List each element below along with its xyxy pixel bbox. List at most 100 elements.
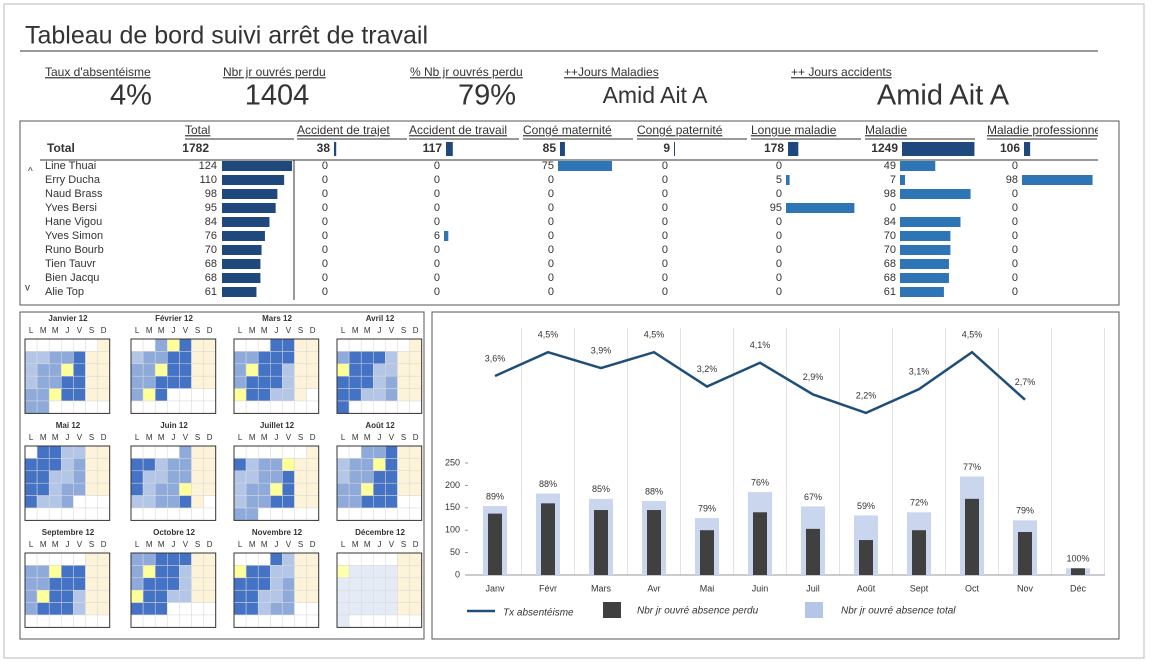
calendar-day <box>360 552 374 566</box>
calendar-day <box>409 552 422 566</box>
calendar-day <box>409 400 422 414</box>
calendar-day <box>360 482 374 496</box>
calendar-day <box>257 552 271 566</box>
calendar-day <box>24 351 38 365</box>
row-total: 95 <box>205 202 217 214</box>
line-label: 3,1% <box>909 367 930 377</box>
calendar-day <box>270 458 283 472</box>
calendar-day <box>397 482 410 496</box>
scroll-down[interactable]: v <box>25 283 30 294</box>
y-tick-label: 150 <box>445 502 460 512</box>
row-value: 0 <box>662 202 668 214</box>
row-bar <box>900 175 906 185</box>
calendar-day <box>282 400 295 414</box>
scroll-up[interactable]: ^ <box>28 167 33 178</box>
weekday: D <box>413 326 419 335</box>
weekday: J <box>377 433 381 442</box>
calendar-day <box>348 552 362 566</box>
calendar-day <box>409 363 422 377</box>
weekday: J <box>274 326 278 335</box>
row-bar <box>900 231 951 241</box>
calendar-day <box>233 470 247 484</box>
calendar-day <box>61 614 74 628</box>
calendar-day <box>306 552 319 566</box>
row-name: Yves Bersi <box>45 202 97 214</box>
calendar-day <box>348 614 362 628</box>
calendar-day <box>203 351 216 365</box>
totals-bar <box>560 142 565 156</box>
calendar-day <box>270 375 283 389</box>
calendar-day <box>409 614 422 628</box>
row-value: 0 <box>548 258 554 270</box>
calendar-day <box>360 565 374 579</box>
month-label: Juillet 12 <box>260 421 295 430</box>
calendar-day <box>97 507 110 521</box>
calendar-day <box>191 338 204 352</box>
calendar-day <box>270 495 283 509</box>
calendar-day <box>154 400 168 414</box>
calendar-day <box>245 388 259 402</box>
row-value: 0 <box>548 286 554 298</box>
calendar-day <box>397 507 410 521</box>
calendar-day <box>130 552 144 566</box>
calendar-day <box>294 482 307 496</box>
calendar-day <box>306 470 319 484</box>
calendar-day <box>270 589 283 603</box>
calendar-day <box>24 602 38 616</box>
calendar-day <box>257 507 271 521</box>
calendar-day <box>167 375 180 389</box>
row-value: 0 <box>322 244 328 256</box>
calendar-day <box>257 400 271 414</box>
calendar-day <box>373 614 386 628</box>
calendar-day <box>61 388 74 402</box>
calendar-day <box>270 338 283 352</box>
month-label: Décembre 12 <box>355 528 405 537</box>
calendar-day <box>373 482 386 496</box>
row-total: 68 <box>205 272 217 284</box>
weekday: D <box>310 540 316 549</box>
calendar-day <box>245 577 259 591</box>
calendar-day <box>360 458 374 472</box>
row-total: 70 <box>205 244 217 256</box>
line-label: 2,9% <box>803 372 824 382</box>
calendar-day <box>245 458 259 472</box>
calendar-day <box>385 338 398 352</box>
ratio-label: 77% <box>963 462 981 472</box>
row-value: 70 <box>884 244 896 256</box>
calendar-day <box>385 552 398 566</box>
calendar-day <box>257 602 271 616</box>
weekday: V <box>77 433 83 442</box>
calendar-day <box>245 338 259 352</box>
calendar-day <box>154 495 168 509</box>
weekday: L <box>238 433 243 442</box>
calendar-day <box>48 400 62 414</box>
row-value: 0 <box>1012 202 1018 214</box>
row-bar <box>900 189 971 199</box>
calendar-day <box>36 338 50 352</box>
calendar-day <box>336 614 350 628</box>
row-total-bar <box>222 287 257 297</box>
calendar-day <box>348 565 362 579</box>
calendar-day <box>373 458 386 472</box>
calendar-day <box>233 602 247 616</box>
calendar-day <box>191 552 204 566</box>
weekday: M <box>261 540 268 549</box>
calendar-day <box>48 363 62 377</box>
calendar-day <box>270 577 283 591</box>
weekday: D <box>207 540 213 549</box>
calendar-day <box>48 470 62 484</box>
weekday: V <box>77 326 83 335</box>
kpi-value: 79% <box>458 80 516 112</box>
calendar-day <box>360 495 374 509</box>
calendar-day <box>385 614 398 628</box>
row-total-bar <box>222 189 278 199</box>
calendar-day <box>270 400 283 414</box>
calendar-day <box>245 470 259 484</box>
calendar-day <box>409 495 422 509</box>
bar-lost <box>1018 531 1032 575</box>
calendar-day <box>306 351 319 365</box>
calendar-day <box>336 602 350 616</box>
calendar-day <box>257 495 271 509</box>
weekday: L <box>135 540 140 549</box>
